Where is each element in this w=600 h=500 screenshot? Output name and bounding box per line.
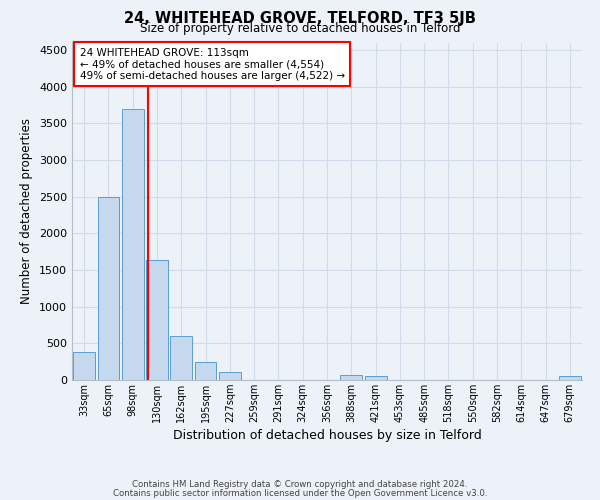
X-axis label: Distribution of detached houses by size in Telford: Distribution of detached houses by size … <box>173 429 481 442</box>
Y-axis label: Number of detached properties: Number of detached properties <box>20 118 34 304</box>
Text: Size of property relative to detached houses in Telford: Size of property relative to detached ho… <box>140 22 460 35</box>
Text: Contains HM Land Registry data © Crown copyright and database right 2024.: Contains HM Land Registry data © Crown c… <box>132 480 468 489</box>
Bar <box>73 352 95 380</box>
Bar <box>365 376 386 380</box>
Text: 24 WHITEHEAD GROVE: 113sqm
← 49% of detached houses are smaller (4,554)
49% of s: 24 WHITEHEAD GROVE: 113sqm ← 49% of deta… <box>80 48 345 81</box>
Bar <box>122 108 143 380</box>
Text: 24, WHITEHEAD GROVE, TELFORD, TF3 5JB: 24, WHITEHEAD GROVE, TELFORD, TF3 5JB <box>124 11 476 26</box>
Bar <box>97 196 119 380</box>
Bar <box>559 376 581 380</box>
Bar <box>146 260 168 380</box>
Bar <box>219 372 241 380</box>
Bar <box>194 362 217 380</box>
Bar <box>170 336 192 380</box>
Text: Contains public sector information licensed under the Open Government Licence v3: Contains public sector information licen… <box>113 489 487 498</box>
Bar <box>340 375 362 380</box>
